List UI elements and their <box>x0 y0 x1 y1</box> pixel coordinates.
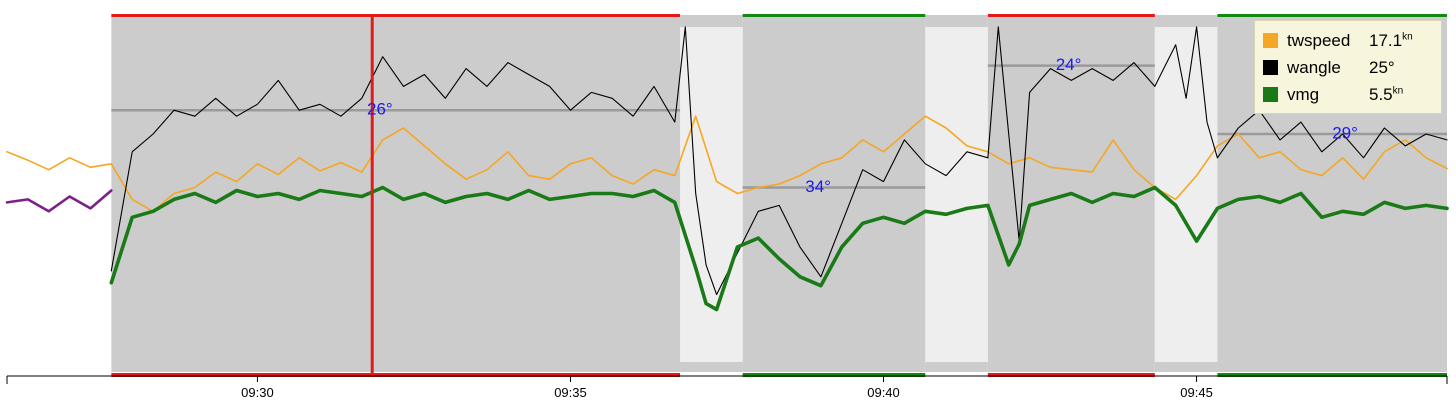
leg-top-bar-4 <box>1217 14 1447 17</box>
legend-label-vmg: vmg <box>1287 84 1320 104</box>
legend-value-vmg: 5.5kn <box>1369 84 1404 104</box>
legend-swatch-wangle <box>1263 60 1278 75</box>
x-tick-label-3: 09:40 <box>867 385 900 400</box>
legend-value-wangle: 25° <box>1369 57 1395 77</box>
legend-item-wangle: wangle 25° <box>1263 54 1433 81</box>
leg-bottom-bar-4 <box>1217 373 1447 377</box>
legend-item-vmg: vmg 5.5kn <box>1263 81 1433 108</box>
average-angle-label-3: 24° <box>1056 55 1082 74</box>
leg-bottom-bar-3 <box>987 373 1155 377</box>
series-line-twspeed <box>6 115 1448 213</box>
series-line-pre-start <box>5 189 113 213</box>
average-angle-label-4: 29° <box>1332 123 1358 142</box>
legend-label-twspeed: twspeed <box>1287 30 1351 50</box>
legend-swatch-twspeed <box>1263 33 1278 48</box>
leg-top-bar-1 <box>111 14 681 17</box>
leg-bottom-bar-2 <box>742 373 926 377</box>
series-line-vmg <box>109 185 1449 312</box>
x-tick-label-4: 09:45 <box>1180 385 1213 400</box>
maneuver-band-1 <box>680 27 743 362</box>
leg-top-bar-3 <box>987 14 1155 17</box>
series-line-wangle <box>110 26 1448 296</box>
average-angle-label-1: 26° <box>367 100 393 119</box>
average-angle-label-2: 34° <box>805 177 831 196</box>
maneuver-band-2 <box>925 27 988 362</box>
x-tick-label-1: 09:30 <box>241 385 274 400</box>
legend-label-wangle: wangle <box>1287 57 1341 77</box>
chart-legend: twspeed 17.1kn wangle 25° vmg 5.5kn <box>1254 20 1442 114</box>
leg-top-bar-2 <box>742 14 926 17</box>
legend-value-twspeed: 17.1kn <box>1369 30 1413 50</box>
leg-band-2 <box>742 15 926 372</box>
x-tick-label-2: 09:35 <box>554 385 587 400</box>
legend-swatch-vmg <box>1263 87 1278 102</box>
leg-bottom-bar-1 <box>111 373 681 377</box>
legend-item-twspeed: twspeed 17.1kn <box>1263 27 1433 54</box>
